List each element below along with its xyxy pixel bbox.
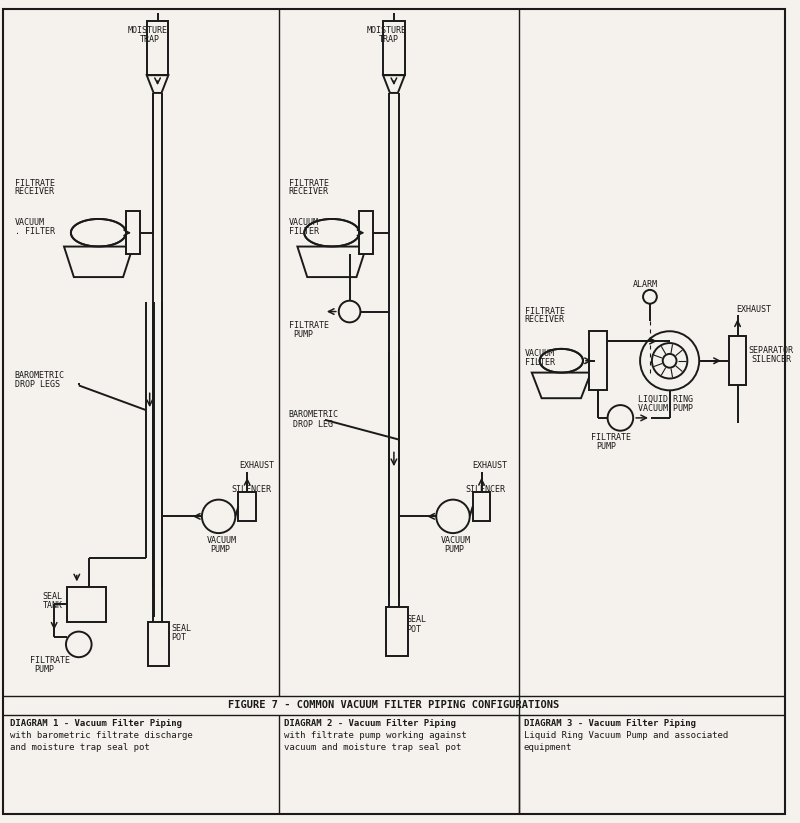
- Polygon shape: [383, 75, 405, 93]
- Text: vacuum and moisture trap seal pot: vacuum and moisture trap seal pot: [284, 743, 461, 752]
- Circle shape: [652, 343, 687, 379]
- Text: FIGURE 7 - COMMON VACUUM FILTER PIPING CONFIGURATIONS: FIGURE 7 - COMMON VACUUM FILTER PIPING C…: [228, 700, 559, 710]
- Bar: [238, 492, 256, 521]
- Text: with filtrate pump working against: with filtrate pump working against: [284, 731, 466, 740]
- Text: FILTER: FILTER: [289, 227, 318, 236]
- Polygon shape: [532, 373, 591, 398]
- Text: PUMP: PUMP: [596, 441, 616, 450]
- Text: RECEIVER: RECEIVER: [14, 188, 54, 197]
- Circle shape: [662, 354, 677, 368]
- Text: FILTRATE: FILTRATE: [30, 656, 70, 665]
- Text: with barometric filtrate discharge: with barometric filtrate discharge: [10, 731, 193, 740]
- Text: DROP LEG: DROP LEG: [294, 420, 334, 429]
- Text: POT: POT: [406, 625, 422, 634]
- Text: SEAL: SEAL: [42, 593, 62, 602]
- Text: FILTRATE: FILTRATE: [289, 179, 329, 188]
- Text: VACUUM: VACUUM: [206, 536, 237, 545]
- Polygon shape: [71, 219, 126, 247]
- Text: EXHAUST: EXHAUST: [239, 461, 274, 470]
- Text: BAROMETRIC: BAROMETRIC: [289, 410, 338, 419]
- Text: VACUUM: VACUUM: [289, 218, 318, 227]
- Text: FILTER: FILTER: [525, 358, 555, 367]
- Text: PUMP: PUMP: [34, 665, 54, 674]
- Text: and moisture trap seal pot: and moisture trap seal pot: [10, 743, 150, 752]
- Bar: [383, 21, 405, 75]
- Text: FILTRATE: FILTRATE: [591, 433, 631, 442]
- Bar: [359, 212, 374, 254]
- Circle shape: [607, 405, 633, 430]
- Circle shape: [643, 290, 657, 304]
- Bar: [67, 588, 106, 621]
- Circle shape: [640, 331, 699, 390]
- Polygon shape: [64, 247, 133, 277]
- Text: DIAGRAM 1 - Vacuum Filter Piping: DIAGRAM 1 - Vacuum Filter Piping: [10, 719, 182, 728]
- Text: SEAL: SEAL: [406, 615, 426, 624]
- Text: VACUUM: VACUUM: [441, 536, 471, 545]
- Text: PUMP: PUMP: [210, 545, 230, 554]
- Text: SEAL: SEAL: [171, 624, 191, 633]
- Bar: [148, 621, 170, 666]
- Polygon shape: [298, 247, 366, 277]
- Circle shape: [338, 300, 361, 323]
- Text: TRAP: TRAP: [140, 35, 160, 44]
- Text: TANK: TANK: [42, 601, 62, 610]
- Text: TRAP: TRAP: [379, 35, 399, 44]
- Text: Liquid Ring Vacuum Pump and associated: Liquid Ring Vacuum Pump and associated: [524, 731, 728, 740]
- Text: VACUUM: VACUUM: [525, 349, 555, 358]
- Text: PUMP: PUMP: [444, 545, 464, 554]
- Text: DIAGRAM 3 - Vacuum Filter Piping: DIAGRAM 3 - Vacuum Filter Piping: [524, 719, 696, 728]
- Text: FILTRATE: FILTRATE: [289, 322, 329, 330]
- Bar: [473, 492, 490, 521]
- Bar: [126, 212, 140, 254]
- Text: ALARM: ALARM: [633, 280, 658, 289]
- Text: VACUUM PUMP: VACUUM PUMP: [638, 404, 693, 413]
- Text: EXHAUST: EXHAUST: [473, 461, 508, 470]
- Bar: [386, 607, 408, 656]
- Text: SEPARATOR: SEPARATOR: [749, 346, 794, 355]
- Circle shape: [436, 500, 470, 533]
- Text: EXHAUST: EXHAUST: [737, 305, 771, 314]
- Text: VACUUM: VACUUM: [14, 218, 45, 227]
- Bar: [589, 331, 606, 390]
- Text: LIQUID RING: LIQUID RING: [638, 395, 693, 404]
- Text: . FILTER: . FILTER: [14, 227, 54, 236]
- Polygon shape: [304, 219, 359, 247]
- Circle shape: [66, 631, 91, 658]
- Text: SILENCER: SILENCER: [231, 485, 271, 494]
- Text: DIAGRAM 2 - Vacuum Filter Piping: DIAGRAM 2 - Vacuum Filter Piping: [284, 719, 456, 728]
- Bar: [146, 21, 168, 75]
- Bar: [729, 336, 746, 385]
- Text: RECEIVER: RECEIVER: [525, 315, 565, 324]
- Text: POT: POT: [171, 633, 186, 642]
- Text: MOISTURE: MOISTURE: [366, 26, 406, 35]
- Polygon shape: [540, 349, 583, 373]
- Polygon shape: [146, 75, 168, 93]
- Text: FILTRATE: FILTRATE: [525, 307, 565, 316]
- Text: SILENCER: SILENCER: [466, 485, 506, 494]
- Circle shape: [202, 500, 235, 533]
- Text: SILENCER: SILENCER: [751, 355, 791, 364]
- Text: PUMP: PUMP: [294, 330, 314, 339]
- Text: BAROMETRIC: BAROMETRIC: [14, 370, 65, 379]
- Text: DROP LEGS: DROP LEGS: [14, 380, 60, 389]
- Text: RECEIVER: RECEIVER: [289, 188, 329, 197]
- Text: FILTRATE: FILTRATE: [14, 179, 54, 188]
- Text: MOISTURE: MOISTURE: [128, 26, 168, 35]
- Text: equipment: equipment: [524, 743, 572, 752]
